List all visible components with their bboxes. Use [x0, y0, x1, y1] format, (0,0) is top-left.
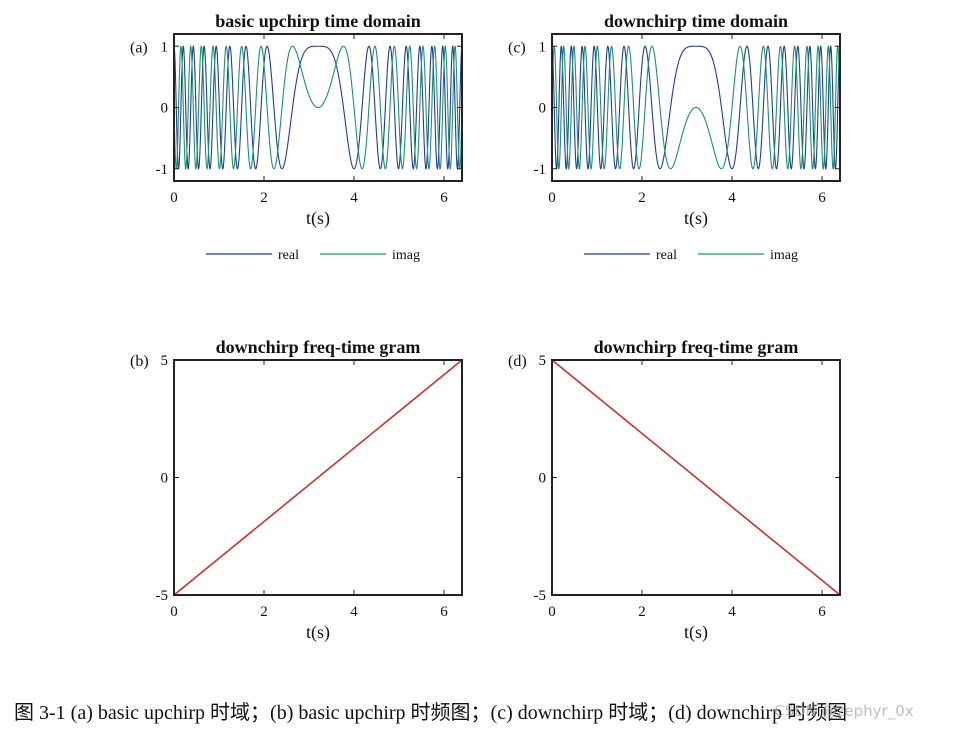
y-tick-label: 5: [539, 353, 547, 369]
legend-label-real: real: [656, 248, 677, 263]
y-tick-label: 1: [539, 39, 547, 55]
series-real-line: [174, 45, 462, 171]
x-tick-label: 4: [350, 604, 358, 620]
x-tick-label: 6: [440, 604, 448, 620]
legend-label-imag: imag: [770, 248, 798, 263]
x-tick-label: 6: [818, 604, 826, 620]
y-tick-label: 5: [161, 353, 169, 369]
x-tick-label: 4: [350, 190, 358, 206]
x-tick-label: 2: [638, 190, 646, 206]
y-tick-label: 0: [539, 471, 547, 487]
chart-title: downchirp time domain: [604, 11, 788, 31]
figure: basic upchirp time domain(a)0 2 4 6-101t(s)…: [130, 11, 841, 643]
y-tick-label: 0: [161, 101, 169, 117]
x-axis-label: t(s): [684, 208, 708, 229]
chart-panel-c: downchirp time domain(c)0 2 4 6-101t(s)real…: [508, 11, 841, 263]
legend: real imag: [584, 248, 798, 263]
y-tick-label: -1: [156, 162, 169, 178]
x-tick-label: 6: [818, 190, 826, 206]
x-tick-label: 2: [638, 604, 646, 620]
x-axis-label: t(s): [306, 622, 330, 643]
figure-caption: 图 3-1 (a) basic upchirp 时域；(b) basic upc…: [14, 702, 848, 724]
series-real-line: [552, 45, 840, 171]
x-tick-label: 0: [548, 604, 556, 620]
chart-title: downchirp freq-time gram: [216, 337, 421, 357]
chart-title: downchirp freq-time gram: [594, 337, 799, 357]
x-tick-label: 0: [170, 190, 178, 206]
legend-label-real: real: [278, 248, 299, 263]
x-tick-label: 0: [170, 604, 178, 620]
x-tick-label: 4: [728, 604, 736, 620]
watermark: CSDN @zephyr_0x: [774, 702, 914, 720]
x-axis-label: t(s): [684, 622, 708, 643]
x-tick-label: 0: [548, 190, 556, 206]
x-tick-label: 4: [728, 190, 736, 206]
legend: real imag: [206, 248, 420, 263]
y-tick-label: -1: [534, 162, 547, 178]
panel-label: (d): [508, 353, 527, 370]
chart-panel-a: basic upchirp time domain(a)0 2 4 6-101t(s)…: [130, 11, 463, 263]
series-frequency-line: [173, 359, 463, 596]
x-tick-label: 6: [440, 190, 448, 206]
legend-label-imag: imag: [392, 248, 420, 263]
panel-label: (a): [130, 39, 148, 56]
series-imag-line: [552, 45, 840, 170]
panel-label: (b): [130, 353, 149, 370]
y-tick-label: -5: [156, 588, 169, 604]
x-axis-label: t(s): [306, 208, 330, 229]
x-tick-label: 2: [260, 190, 268, 206]
series-imag-line: [174, 45, 462, 170]
y-tick-label: -5: [534, 588, 547, 604]
y-tick-label: 0: [161, 471, 169, 487]
series-frequency-line: [551, 359, 841, 596]
y-tick-label: 1: [161, 39, 169, 55]
y-tick-label: 0: [539, 101, 547, 117]
panel-label: (c): [508, 39, 526, 56]
chart-title: basic upchirp time domain: [215, 11, 421, 31]
x-tick-label: 2: [260, 604, 268, 620]
